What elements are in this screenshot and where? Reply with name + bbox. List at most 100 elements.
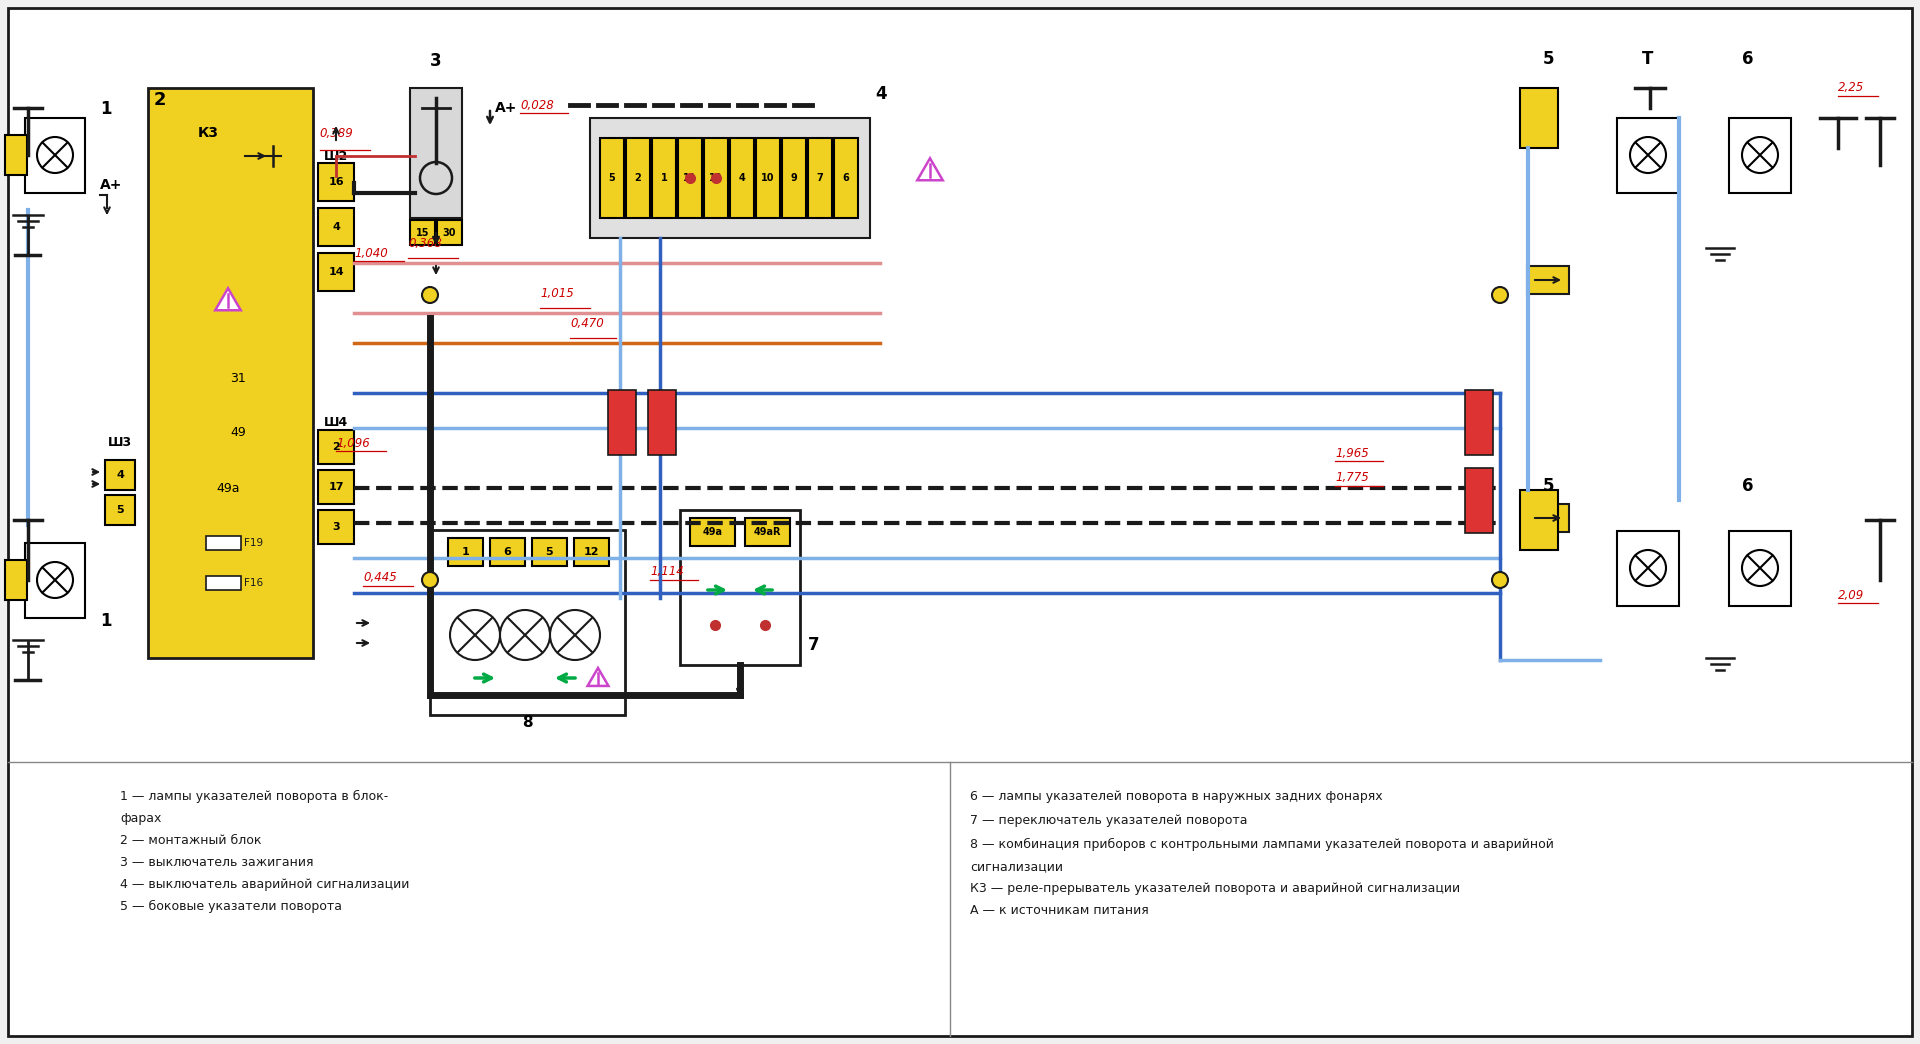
Bar (319, 163, 353, 201)
Text: T: T (1642, 50, 1653, 68)
Text: А — к источникам питания: А — к источникам питания (970, 904, 1148, 917)
Circle shape (1741, 137, 1778, 173)
Text: 5: 5 (1542, 50, 1553, 68)
Circle shape (422, 287, 438, 303)
Bar (1617, 118, 1678, 193)
Text: 2 — монтажный блок: 2 — монтажный блок (119, 834, 261, 847)
Polygon shape (588, 668, 609, 686)
Text: 10: 10 (760, 173, 776, 183)
Bar (411, 88, 463, 218)
Text: 0,389: 0,389 (319, 127, 353, 140)
Bar (705, 138, 728, 218)
Text: 15: 15 (417, 228, 430, 237)
Bar (319, 208, 353, 246)
Bar (25, 543, 84, 618)
Bar (781, 138, 806, 218)
Bar (447, 538, 484, 566)
Circle shape (449, 610, 499, 660)
Text: 1,040: 1,040 (353, 246, 388, 260)
Text: 49аR: 49аR (755, 527, 781, 537)
Bar (205, 576, 242, 590)
Text: Ш2: Ш2 (324, 149, 348, 163)
Bar (490, 538, 524, 566)
Text: A+: A+ (100, 177, 123, 192)
Text: 3: 3 (430, 52, 442, 70)
Circle shape (1630, 550, 1667, 586)
Bar (626, 138, 651, 218)
Text: 49а: 49а (703, 527, 722, 537)
Circle shape (549, 610, 599, 660)
Circle shape (1630, 137, 1667, 173)
Text: 2: 2 (636, 173, 641, 183)
Text: 1 — лампы указателей поворота в блок-: 1 — лампы указателей поворота в блок- (119, 790, 388, 803)
Bar (25, 118, 84, 193)
Text: 12: 12 (708, 173, 722, 183)
Circle shape (36, 137, 73, 173)
Bar (833, 138, 858, 218)
Bar (148, 88, 313, 658)
Bar (1526, 504, 1569, 532)
Text: сигнализации: сигнализации (970, 860, 1064, 873)
Text: 1,114: 1,114 (651, 566, 684, 578)
Bar (680, 511, 801, 665)
Bar (649, 390, 676, 455)
Circle shape (1492, 572, 1507, 588)
Text: 31: 31 (230, 372, 246, 384)
Bar (106, 460, 134, 490)
Text: 5: 5 (545, 547, 553, 557)
Text: 17: 17 (328, 482, 344, 492)
Text: F16: F16 (244, 578, 263, 588)
Text: 9: 9 (791, 173, 797, 183)
Text: 16: 16 (328, 177, 344, 187)
Text: 30: 30 (444, 228, 457, 237)
Text: 49a: 49a (217, 481, 240, 495)
Text: 1: 1 (461, 547, 468, 557)
Text: 8 — комбинация приборов с контрольными лампами указателей поворота и аварийной: 8 — комбинация приборов с контрольными л… (970, 838, 1553, 851)
Bar (106, 495, 134, 525)
Text: 6: 6 (843, 173, 849, 183)
Text: А+: А+ (495, 101, 516, 115)
Text: 2,25: 2,25 (1837, 81, 1864, 95)
Text: 4: 4 (876, 85, 887, 103)
Bar (599, 138, 624, 218)
Text: 6: 6 (1741, 50, 1753, 68)
Bar (411, 220, 436, 245)
Text: F19: F19 (244, 538, 263, 548)
Circle shape (36, 562, 73, 598)
Circle shape (1741, 550, 1778, 586)
Text: 6: 6 (503, 547, 511, 557)
Text: 7: 7 (816, 173, 824, 183)
Bar (689, 518, 735, 546)
Circle shape (499, 610, 549, 660)
Text: 3: 3 (332, 522, 340, 532)
Text: 1: 1 (660, 173, 668, 183)
Circle shape (1492, 287, 1507, 303)
Bar (653, 138, 676, 218)
Bar (319, 253, 353, 291)
Text: 4 — выключатель аварийной сигнализации: 4 — выключатель аварийной сигнализации (119, 878, 409, 891)
Text: 6 — лампы указателей поворота в наружных задних фонарях: 6 — лампы указателей поворота в наружных… (970, 790, 1382, 803)
Text: К3 — реле-прерыватель указателей поворота и аварийной сигнализации: К3 — реле-прерыватель указателей поворот… (970, 882, 1459, 895)
Bar (589, 118, 870, 238)
Text: К3: К3 (198, 126, 219, 140)
Text: Ш3: Ш3 (108, 435, 132, 449)
Text: 3 — выключатель зажигания: 3 — выключатель зажигания (119, 856, 313, 869)
Bar (609, 390, 636, 455)
Text: 1,775: 1,775 (1334, 472, 1369, 484)
Bar (745, 518, 789, 546)
Bar (205, 536, 242, 550)
Bar (319, 430, 353, 464)
Text: 1: 1 (100, 100, 111, 118)
Text: 7: 7 (808, 636, 820, 654)
Text: 4: 4 (739, 173, 745, 183)
Text: 5 — боковые указатели поворота: 5 — боковые указатели поворота (119, 900, 342, 914)
Bar (574, 538, 609, 566)
Bar (1521, 88, 1557, 148)
Bar (1617, 531, 1678, 606)
Text: 1,015: 1,015 (540, 287, 574, 300)
Text: 5: 5 (117, 505, 123, 515)
Text: Ш4: Ш4 (324, 417, 348, 429)
Circle shape (422, 572, 438, 588)
Text: 4: 4 (332, 222, 340, 232)
Text: 5: 5 (609, 173, 616, 183)
